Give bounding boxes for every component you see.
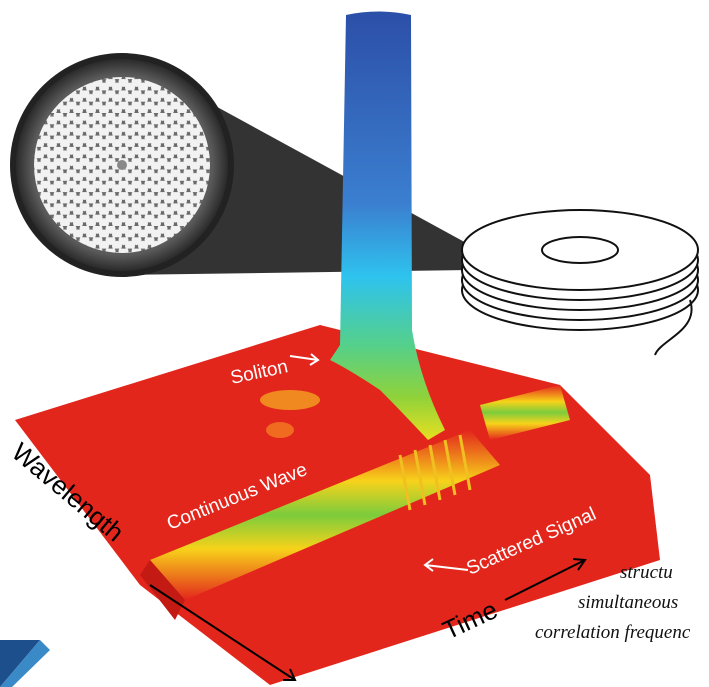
- soliton-spike: [330, 11, 445, 440]
- fiber-core: [117, 160, 127, 170]
- spot: [260, 390, 320, 410]
- continuous-wave-band: [150, 430, 500, 600]
- arrow: [423, 558, 469, 572]
- arrow: [289, 353, 320, 366]
- scattered-ripples: [398, 434, 472, 511]
- axis-arrow: [504, 558, 587, 601]
- spot: [266, 422, 294, 438]
- side-feature: [480, 385, 570, 440]
- fiber-spool: [461, 209, 699, 356]
- caption-line: simultaneous: [578, 592, 678, 613]
- caption-line: structu: [620, 562, 673, 583]
- corner-decoration: [0, 640, 50, 687]
- band-edge: [140, 560, 185, 620]
- caption-line: correlation frequenc: [535, 622, 691, 643]
- axis-arrow: [149, 584, 297, 681]
